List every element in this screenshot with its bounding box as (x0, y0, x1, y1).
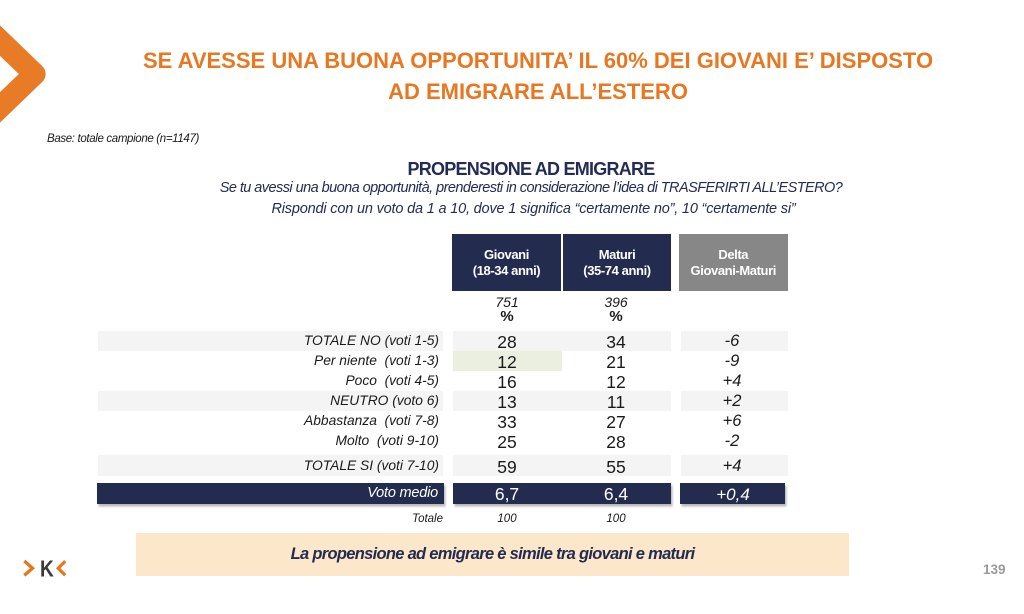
svg-text:K: K (40, 556, 54, 582)
